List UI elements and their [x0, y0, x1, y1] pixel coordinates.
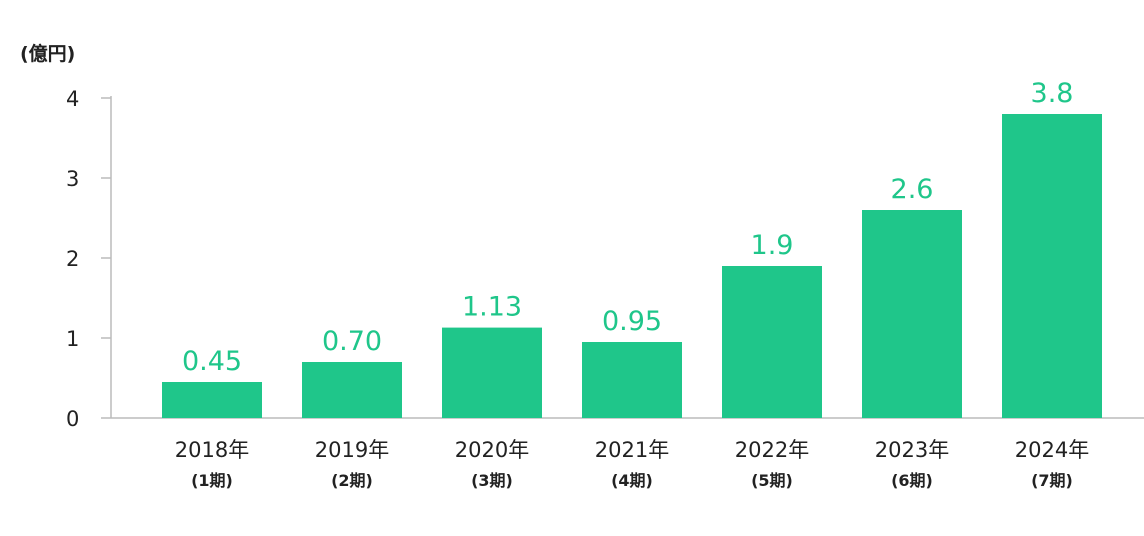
- y-axis-ticks: 0 1 2 3 4: [66, 87, 111, 431]
- value-labels: 0.45 0.70 1.13 0.95 1.9 2.6 3.8: [182, 78, 1074, 377]
- x-category-sublabel: (5期): [751, 471, 793, 490]
- x-category-sublabel: (4期): [611, 471, 653, 490]
- bar: [302, 362, 402, 418]
- y-tick-label: 2: [66, 247, 79, 271]
- y-tick-label: 0: [66, 407, 79, 431]
- x-category-label: 2018年: [175, 438, 249, 462]
- bar: [862, 210, 962, 418]
- bar-value-label: 0.45: [182, 346, 242, 377]
- bar: [1002, 114, 1102, 418]
- bar: [162, 382, 262, 418]
- bar-value-label: 0.95: [602, 306, 662, 337]
- y-tick-label: 4: [66, 87, 79, 111]
- y-tick-label: 1: [66, 327, 79, 351]
- x-category-label: 2023年: [875, 438, 949, 462]
- x-category-sublabel: (6期): [891, 471, 933, 490]
- x-category-label: 2021年: [595, 438, 669, 462]
- x-category-sublabel: (7期): [1031, 471, 1073, 490]
- x-category-label: 2024年: [1015, 438, 1089, 462]
- bar-value-label: 1.9: [751, 230, 794, 261]
- x-category-sublabel: (3期): [471, 471, 513, 490]
- x-category-sublabel: (2期): [331, 471, 373, 490]
- x-axis-labels: 2018年 (1期) 2019年 (2期) 2020年 (3期) 2021年 (4期) 2022…: [175, 438, 1089, 490]
- x-category-label: 2019年: [315, 438, 389, 462]
- x-category-sublabel: (1期): [191, 471, 233, 490]
- y-tick-label: 3: [66, 167, 79, 191]
- bar: [582, 342, 682, 418]
- bar-value-label: 3.8: [1031, 78, 1074, 109]
- bar-value-label: 2.6: [891, 174, 934, 205]
- x-category-label: 2020年: [455, 438, 529, 462]
- bars: [162, 114, 1102, 418]
- bar-value-label: 1.13: [462, 292, 522, 323]
- bar: [442, 327, 542, 418]
- bar-value-label: 0.70: [322, 326, 382, 357]
- y-axis-unit-label: (億円): [20, 42, 75, 65]
- x-category-label: 2022年: [735, 438, 809, 462]
- bar: [722, 266, 822, 418]
